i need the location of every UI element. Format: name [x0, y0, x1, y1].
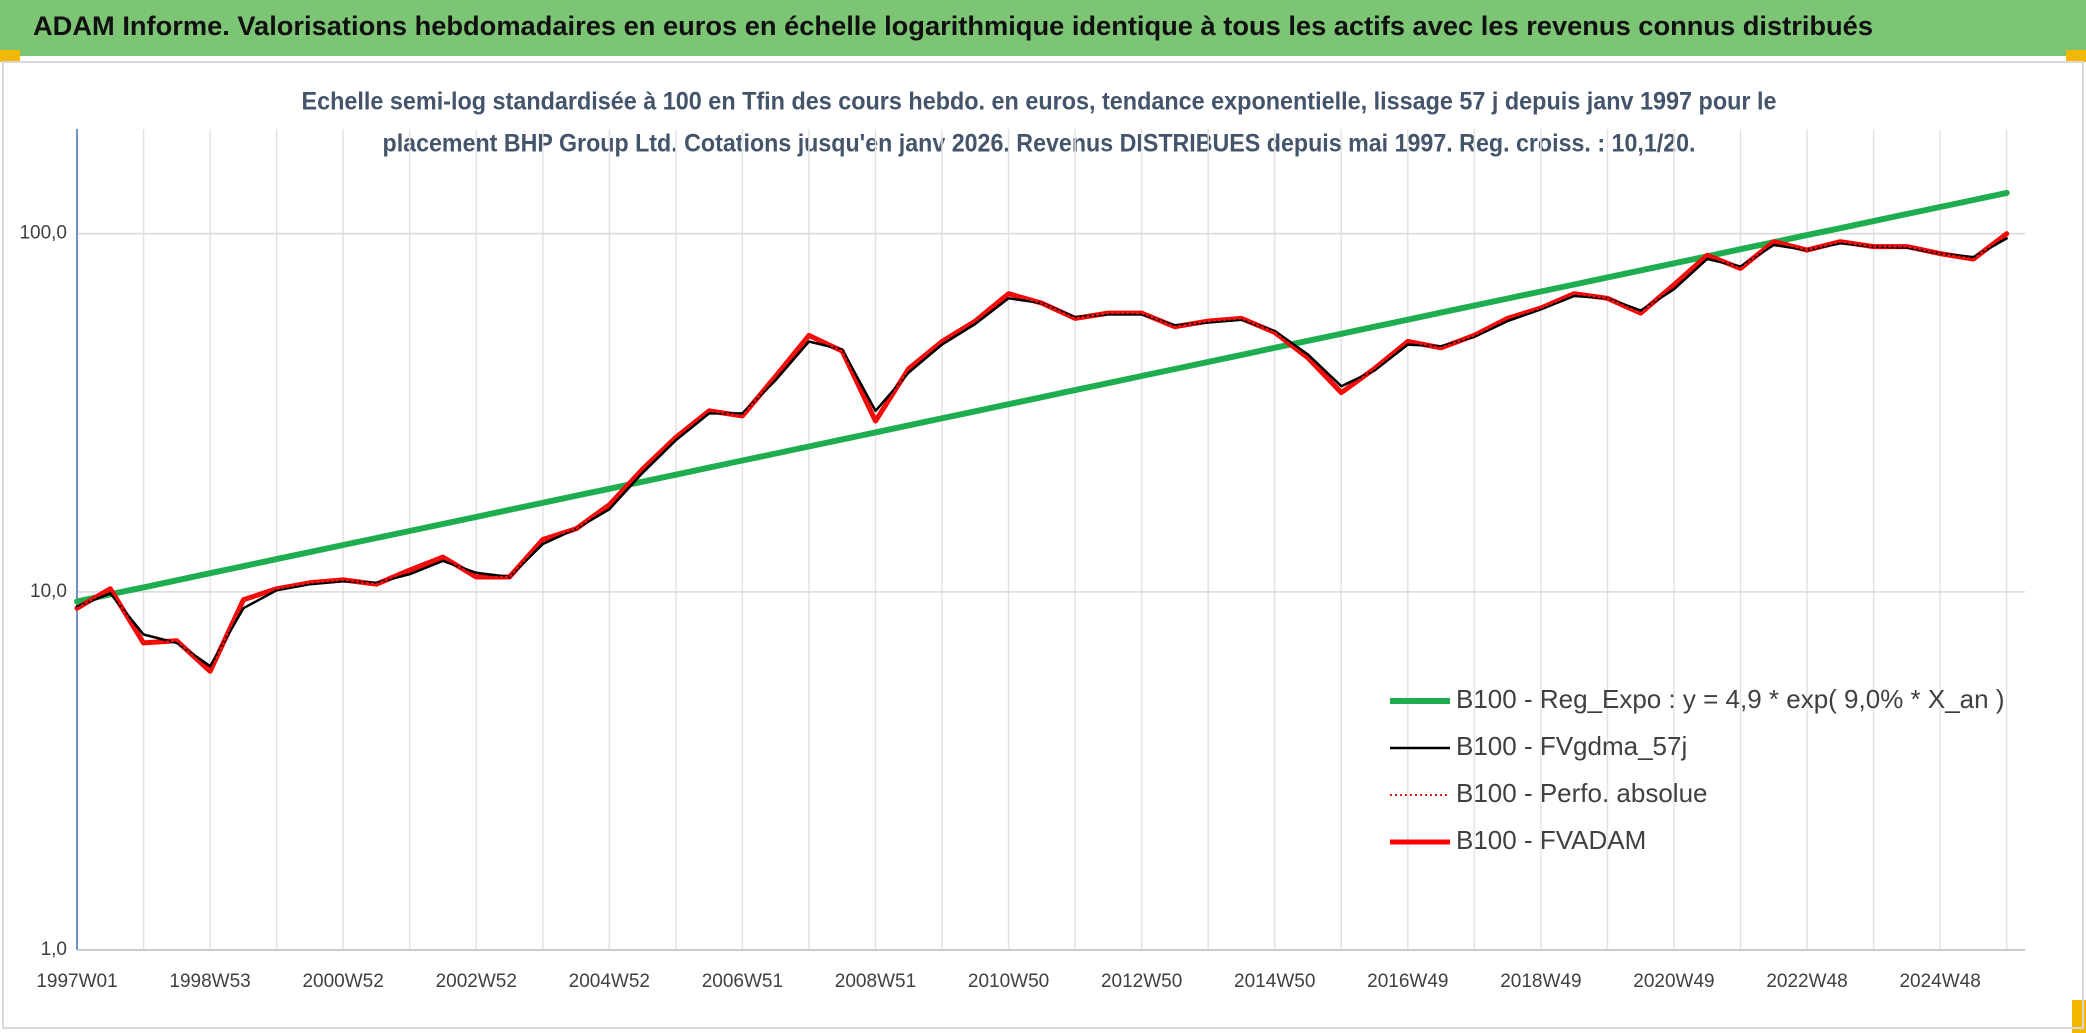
x-tick-label: 2016W49: [1367, 971, 1448, 992]
x-tick-label: 1998W53: [169, 971, 250, 992]
x-tick-label: 2008W51: [835, 971, 916, 992]
legend-label: B100 - Reg_Expo : y = 4,9 * exp( 9,0% * …: [1456, 684, 2005, 714]
legend: B100 - Reg_Expo : y = 4,9 * exp( 9,0% * …: [1390, 684, 2005, 855]
chart-subtitle: placement BHP Group Ltd. Cotations jusqu…: [383, 130, 1696, 158]
legend-label: B100 - FVADAM: [1456, 825, 1646, 855]
y-tick-label: 10,0: [30, 581, 67, 602]
plot-area: [74, 189, 2010, 674]
x-tick-label: 2014W50: [1234, 971, 1315, 992]
corner-mark: [0, 50, 20, 62]
x-tick-label: 1997W01: [36, 971, 117, 992]
x-tick-label: 2024W48: [1899, 971, 1980, 992]
x-tick-label: 2012W50: [1101, 971, 1182, 992]
legend-label: B100 - Perfo. absolue: [1456, 778, 1708, 808]
x-tick-label: 2020W49: [1633, 971, 1714, 992]
title-banner: [0, 0, 2086, 56]
chart-title: ADAM Informe. Valorisations hebdomadaire…: [33, 11, 1873, 41]
x-tick-label: 2002W52: [436, 971, 517, 992]
series-line: [76, 232, 2008, 673]
x-tick-label: 2004W52: [569, 971, 650, 992]
grid: 1,0 10,0 100,0 1997W01 1998W53 2000W52 2002W52…: [19, 129, 2025, 992]
x-tick-label: 2006W51: [702, 971, 783, 992]
x-tick-label: 2022W48: [1766, 971, 1847, 992]
corner-mark: [2066, 50, 2086, 62]
legend-label: B100 - FVgdma_57j: [1456, 731, 1687, 761]
chart-frame: [2, 61, 2084, 1029]
chart-subtitle: Echelle semi-log standardisée à 100 en T…: [302, 88, 1777, 116]
series-line: [74, 189, 2010, 605]
y-tick-label: 1,0: [41, 939, 67, 960]
y-tick-label: 100,0: [19, 223, 67, 244]
x-tick-label: 2000W52: [302, 971, 383, 992]
x-tick-label: 2018W49: [1500, 971, 1581, 992]
x-tick-label: 2010W50: [968, 971, 1049, 992]
